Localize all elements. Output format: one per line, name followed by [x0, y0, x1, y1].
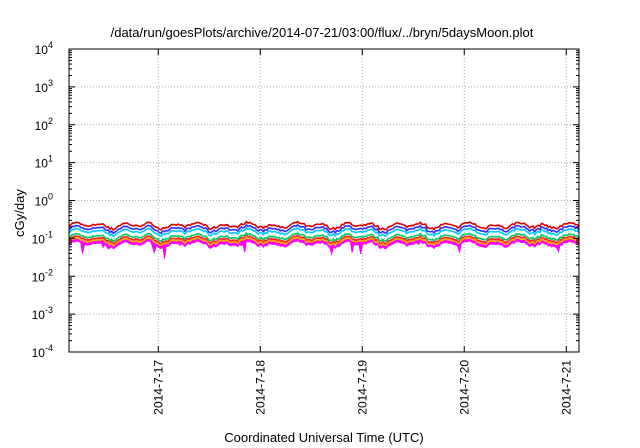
- y-tick-label: 100: [35, 192, 53, 209]
- x-tick-label: 2014-7-21: [559, 360, 573, 415]
- x-tick-label: 2014-7-20: [457, 360, 471, 415]
- y-tick-label: 103: [35, 78, 53, 95]
- x-axis-ticks: 2014-7-17 2014-7-18 2014-7-19 2014-7-20 2014…: [151, 49, 573, 415]
- y-tick-label: 10-4: [32, 343, 53, 360]
- x-tick-label: 2014-7-19: [355, 360, 369, 415]
- x-tick-label: 2014-7-17: [151, 360, 165, 415]
- x-axis-label: Coordinated Universal Time (UTC): [224, 430, 423, 445]
- grid: [69, 49, 579, 352]
- y-tick-label: 10-2: [32, 267, 53, 284]
- y-tick-label: 10-1: [32, 229, 53, 246]
- series-group: [68, 220, 580, 259]
- x-tick-label: 2014-7-18: [253, 360, 267, 415]
- y-axis-ticks: 104 103 102 101 100 10-1 10-2 10-3 10-4: [32, 40, 579, 360]
- y-tick-label: 104: [35, 40, 53, 57]
- chart-title: /data/run/goesPlots/archive/2014-07-21/0…: [111, 25, 534, 40]
- y-tick-label: 10-3: [32, 305, 53, 322]
- series-line: [68, 223, 580, 235]
- series-line: [68, 235, 580, 247]
- series-line: [68, 220, 580, 231]
- y-tick-label: 101: [35, 154, 53, 171]
- y-axis-label: cGy/day: [12, 189, 27, 237]
- series-line: [68, 234, 580, 245]
- y-tick-label: 102: [35, 116, 53, 133]
- series-line: [68, 231, 580, 243]
- series-line: [68, 226, 580, 238]
